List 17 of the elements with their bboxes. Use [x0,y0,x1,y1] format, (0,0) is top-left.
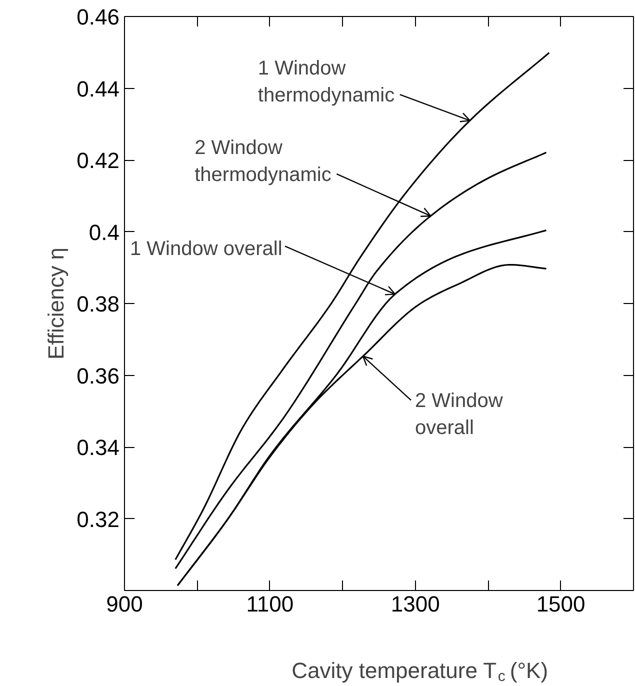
annotation: 1 Window thermodynamic [258,58,395,107]
x-tick-label: 900 [106,592,143,616]
y-axis-title: Efficiency η [44,247,69,360]
y-tick-label: 0.34 [76,435,120,460]
x-tick-label: 1300 [390,592,440,616]
annotation: 2 Window thermodynamic [194,136,332,186]
annotation: 2 Window overall [415,390,504,440]
y-tick-label: 0.32 [76,506,120,532]
annotation: 1 Window overall [130,238,282,260]
y-tick-label: 0.46 [76,4,120,30]
y-tick-label: 0.36 [76,363,120,388]
y-tick-label: 0.38 [76,292,120,316]
x-tick-label: 1500 [536,592,586,616]
y-tick-label: 0.42 [76,148,120,173]
x-tick-label: 1100 [246,592,294,616]
y-tick-label: 0.4 [88,220,120,245]
y-tick-label: 0.44 [76,76,120,102]
